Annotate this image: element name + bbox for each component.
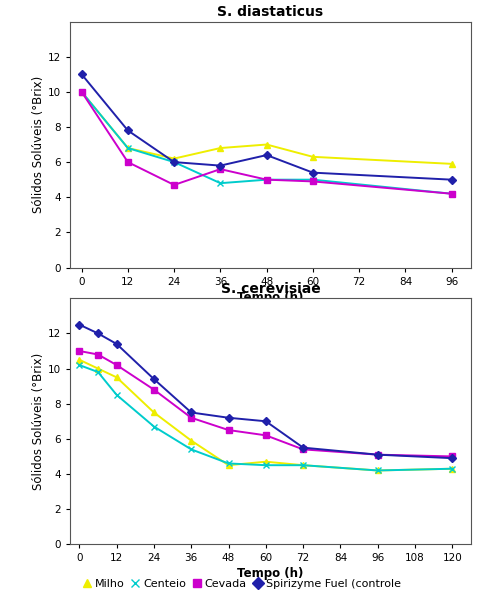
Y-axis label: Sólidos Solúveis (°Brix): Sólidos Solúveis (°Brix) bbox=[32, 352, 45, 490]
X-axis label: Tempo (h): Tempo (h) bbox=[237, 291, 304, 304]
X-axis label: Tempo (h): Tempo (h) bbox=[237, 568, 304, 581]
Y-axis label: Sólidos Solúveis (°Brix): Sólidos Solúveis (°Brix) bbox=[32, 76, 45, 213]
Legend: Milho, Centeio, Cevada, Spirizyme Fuel (controle: Milho, Centeio, Cevada, Spirizyme Fuel (… bbox=[82, 579, 401, 589]
Title: S. diastaticus: S. diastaticus bbox=[217, 5, 324, 19]
Title: S. cerevisiae: S. cerevisiae bbox=[221, 282, 320, 296]
